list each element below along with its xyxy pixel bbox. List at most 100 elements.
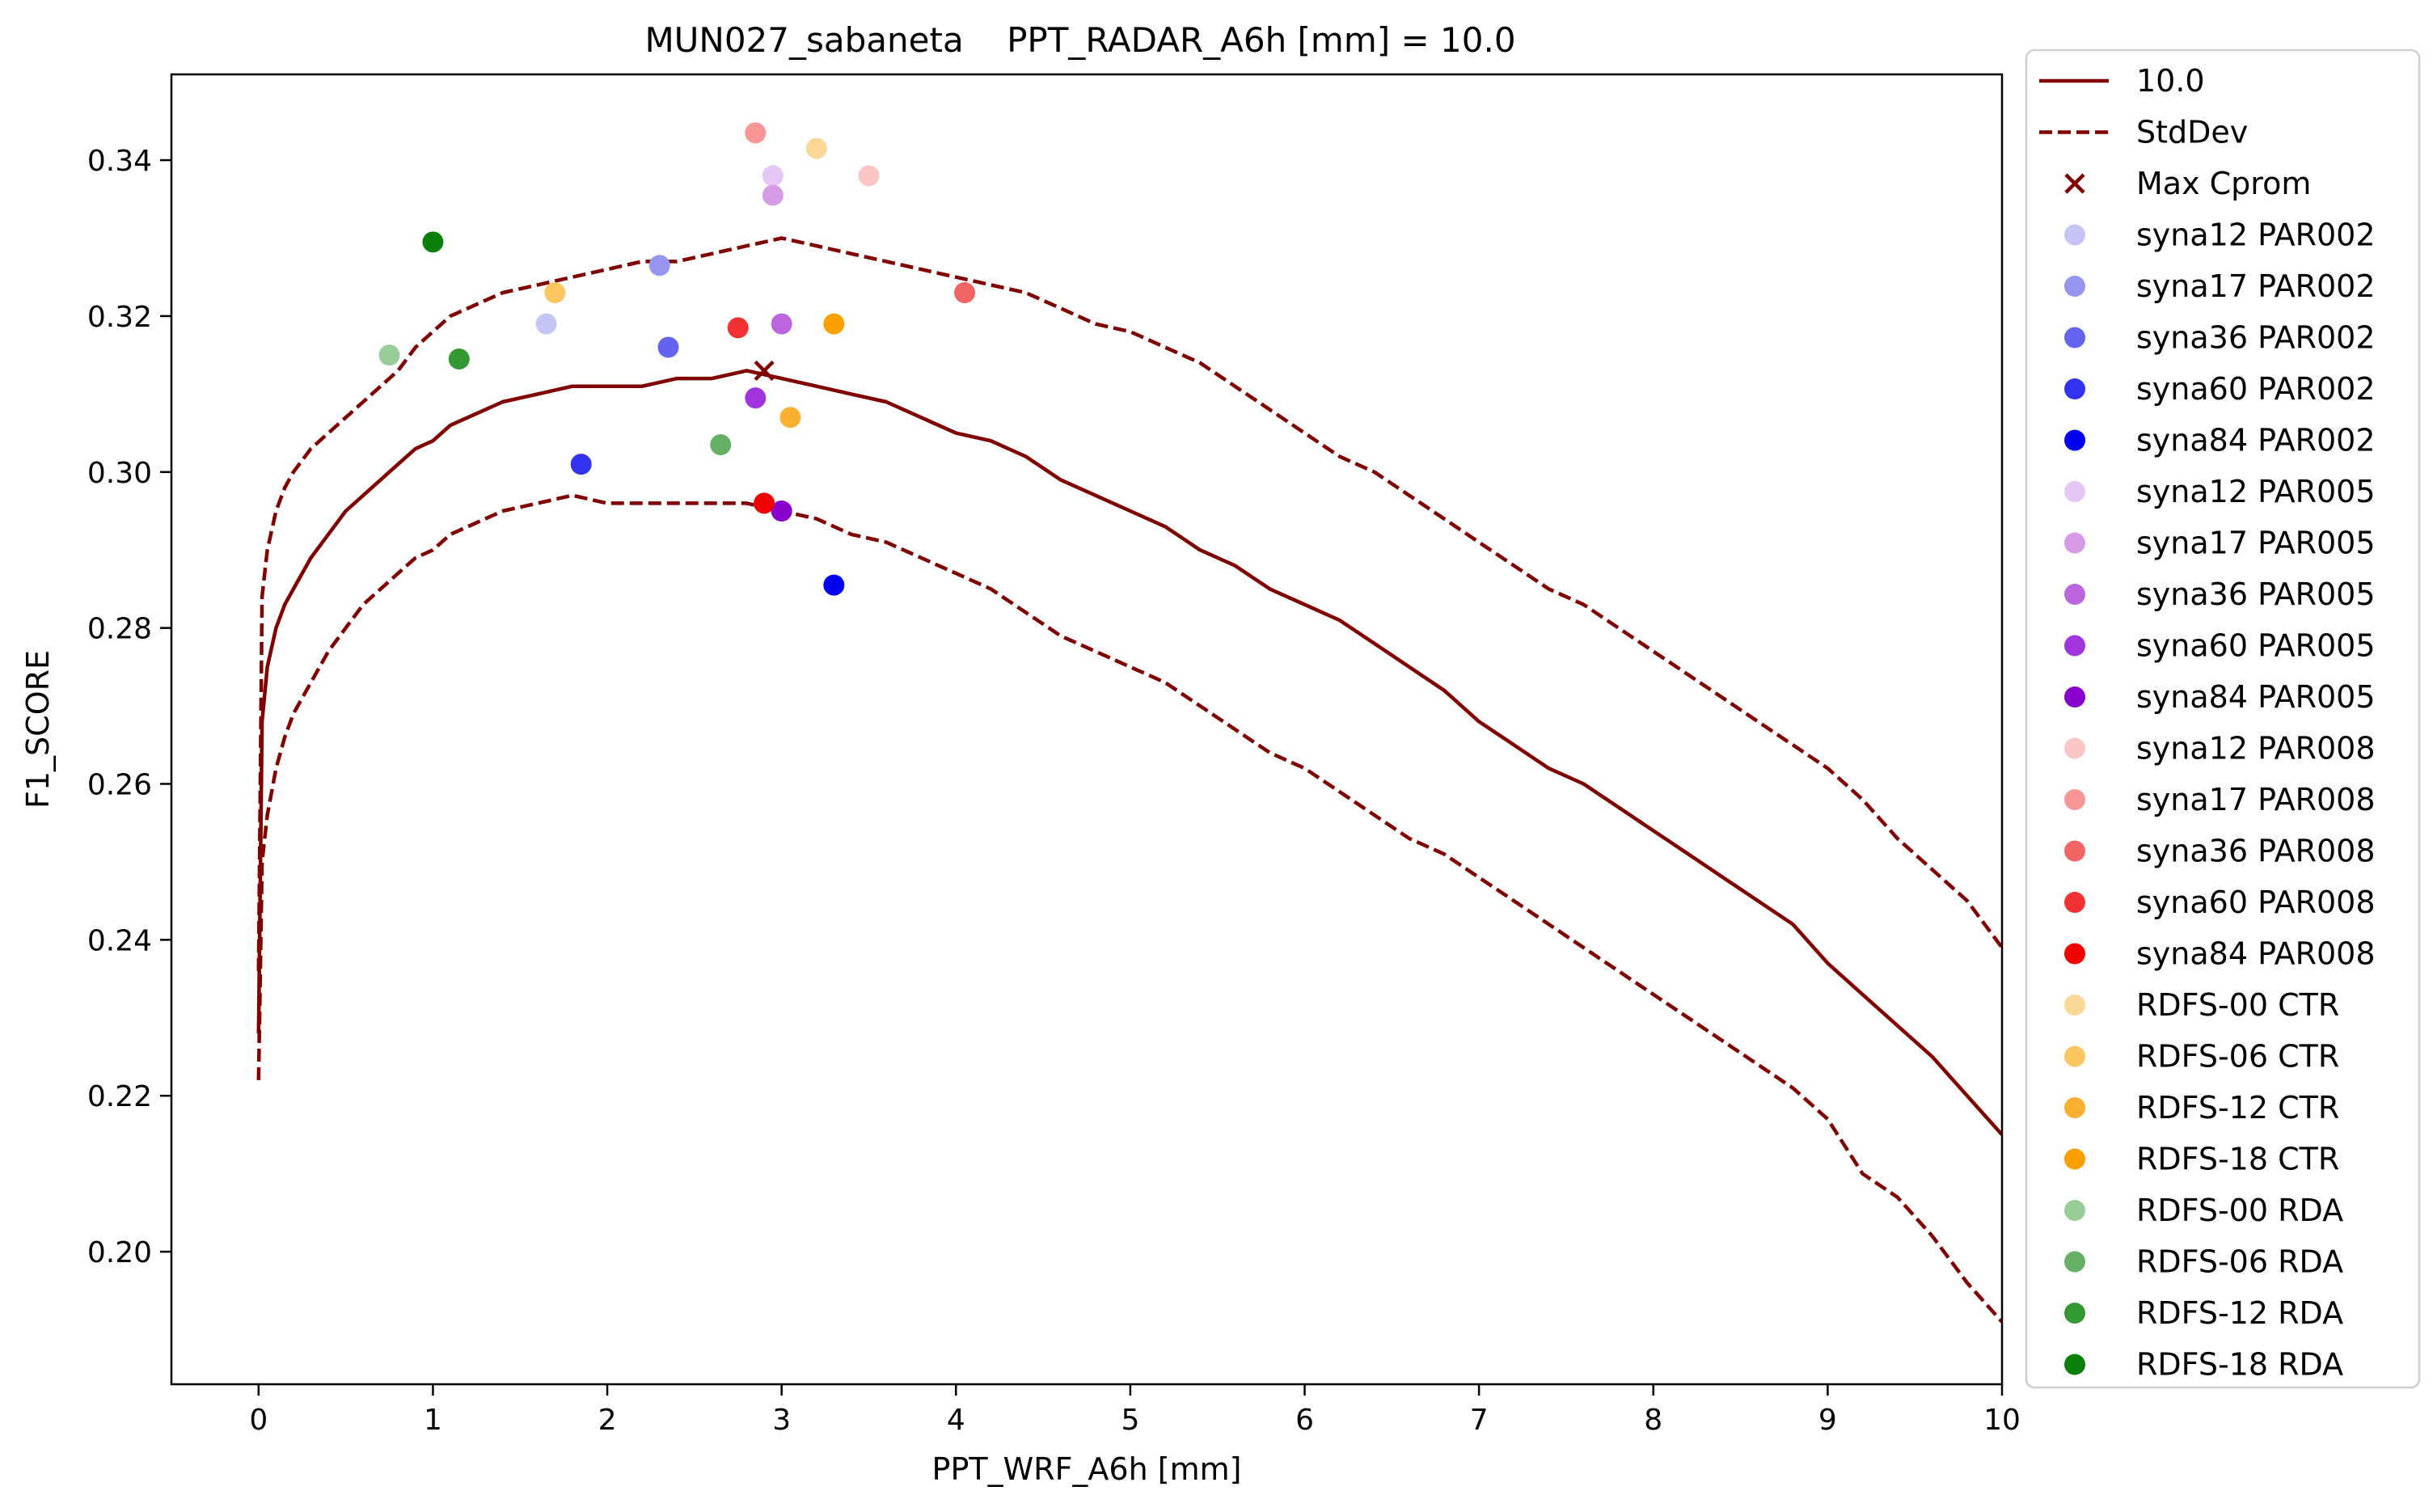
x-tick-label: 4: [947, 1404, 965, 1437]
legend-label: Max Cprom: [2136, 166, 2311, 201]
legend-item: syna60 PAR008: [2064, 885, 2376, 920]
y-axis-ticks: 0.20 0.22 0.24 0.26 0.28 0.30 0.32 0.34: [87, 145, 171, 1269]
legend-item: syna36 PAR005: [2064, 577, 2376, 612]
legend-item: RDFS-18 RDA: [2064, 1347, 2343, 1383]
data-point-20: [710, 434, 732, 456]
legend-dot-swatch: [2064, 737, 2085, 759]
legend-item: syna12 PAR002: [2064, 218, 2376, 253]
data-point-14: [754, 492, 775, 514]
legend-dot-swatch: [2064, 789, 2085, 810]
y-tick-label: 0.22: [87, 1080, 152, 1113]
legend-dot-swatch: [2064, 943, 2085, 965]
legend-item: RDFS-12 CTR: [2064, 1090, 2339, 1126]
data-point-15: [805, 137, 827, 159]
data-point-19: [378, 344, 400, 366]
legend-item: syna12 PAR008: [2064, 731, 2376, 767]
x-tick-label: 3: [772, 1404, 791, 1437]
data-point-11: [745, 122, 767, 144]
legend-label: syna60 PAR002: [2136, 371, 2376, 407]
legend-dot-swatch: [2064, 327, 2085, 348]
legend-item: RDFS-18 CTR: [2064, 1142, 2339, 1177]
legend-item: syna36 PAR008: [2064, 834, 2376, 869]
legend-item: RDFS-00 CTR: [2064, 987, 2339, 1023]
legend-item: syna84 PAR002: [2064, 423, 2376, 458]
series-line-stddev-2: [256, 493, 2002, 1324]
legend-label: syna60 PAR005: [2136, 628, 2376, 664]
legend-label: StdDev: [2136, 115, 2248, 150]
legend-item: syna84 PAR005: [2064, 679, 2376, 715]
legend-frame: [2025, 49, 2421, 1389]
legend-item: RDFS-00 RDA: [2064, 1193, 2343, 1228]
data-point-7: [771, 313, 792, 335]
legend-dot-swatch: [2064, 1200, 2085, 1221]
legend-label: syna84 PAR005: [2136, 679, 2376, 715]
legend-dot-swatch: [2064, 1303, 2085, 1324]
x-axis-ticks: 0 1 2 3 4 5 6 7 8 9 10: [249, 1384, 2021, 1437]
legend-item: RDFS-12 RDA: [2064, 1295, 2343, 1331]
legend-dot-swatch: [2064, 635, 2085, 657]
data-point-3: [570, 454, 592, 475]
legend-dot-swatch: [2064, 892, 2085, 913]
data-point-0: [535, 313, 557, 335]
legend-item: syna60 PAR002: [2064, 371, 2376, 407]
data-point-8: [745, 387, 767, 409]
data-point-10: [858, 165, 880, 187]
legend-item: syna84 PAR008: [2064, 936, 2376, 972]
legend-dot-swatch: [2064, 224, 2085, 246]
legend-item: syna36 PAR002: [2064, 320, 2376, 356]
data-point-21: [448, 348, 470, 370]
legend-label: RDFS-12 RDA: [2136, 1295, 2343, 1331]
legend-dot-swatch: [2064, 481, 2085, 502]
max-marker-layer: [754, 360, 775, 382]
legend-dot-swatch: [2064, 1251, 2085, 1273]
legend-dot-swatch: [2064, 995, 2085, 1016]
axes-frame: [170, 73, 2004, 1386]
legend-item: RDFS-06 CTR: [2064, 1039, 2339, 1075]
legend-dot-swatch: [2064, 1148, 2085, 1170]
y-tick-label: 0.28: [87, 613, 152, 646]
legend-label: syna84 PAR008: [2136, 936, 2376, 972]
y-tick-label: 0.32: [87, 301, 152, 334]
legend-dot-swatch: [2064, 584, 2085, 605]
legend-dot-swatch: [2064, 378, 2085, 399]
points-layer: [378, 122, 976, 596]
legend-item: syna12 PAR005: [2064, 474, 2376, 509]
x-tick-label: 9: [1818, 1404, 1837, 1437]
legend-label: syna84 PAR002: [2136, 423, 2376, 458]
data-point-18: [823, 313, 845, 335]
legend-label: RDFS-00 CTR: [2136, 987, 2339, 1023]
data-point-22: [422, 231, 444, 253]
legend-label: syna12 PAR008: [2136, 731, 2376, 767]
max-cprom-marker: [754, 360, 775, 382]
chart-title: MUN027_sabaneta PPT_RADAR_A6h [mm] = 10.…: [644, 20, 1515, 60]
legend-item: Max Cprom: [2064, 166, 2311, 201]
legend-label: syna36 PAR005: [2136, 577, 2376, 612]
legend-label: syna17 PAR005: [2136, 526, 2376, 561]
data-point-17: [779, 407, 801, 429]
lines-layer: [256, 236, 2002, 1324]
legend-item: StdDev: [2039, 115, 2248, 150]
legend-label: syna12 PAR005: [2136, 474, 2376, 509]
x-tick-label: 0: [249, 1404, 268, 1437]
legend-item: RDFS-06 RDA: [2064, 1244, 2343, 1280]
legend-label: syna17 PAR002: [2136, 268, 2376, 304]
legend-label: syna12 PAR002: [2136, 218, 2376, 253]
x-tick-label: 7: [1470, 1404, 1489, 1437]
legend-label: RDFS-06 RDA: [2136, 1244, 2343, 1280]
y-tick-label: 0.30: [87, 457, 152, 490]
legend-item: syna17 PAR008: [2064, 782, 2376, 817]
legend-items: 10.0 StdDev Max Cprom syna12 PAR002 syna17 P…: [2039, 63, 2376, 1383]
x-tick-label: 6: [1295, 1404, 1314, 1437]
data-point-9: [771, 500, 792, 522]
y-axis-label: F1_SCORE: [20, 650, 56, 809]
data-point-2: [657, 336, 679, 358]
x-tick-label: 2: [598, 1404, 617, 1437]
legend-dot-swatch: [2064, 276, 2085, 297]
legend-item: syna60 PAR005: [2064, 628, 2376, 664]
data-point-4: [823, 574, 845, 596]
legend-item: syna17 PAR002: [2064, 268, 2376, 304]
legend-label: RDFS-06 CTR: [2136, 1039, 2339, 1075]
y-tick-label: 0.20: [87, 1236, 152, 1269]
legend-label: syna17 PAR008: [2136, 782, 2376, 817]
